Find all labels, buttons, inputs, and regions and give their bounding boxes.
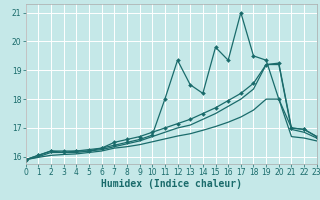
X-axis label: Humidex (Indice chaleur): Humidex (Indice chaleur) [101,179,242,189]
